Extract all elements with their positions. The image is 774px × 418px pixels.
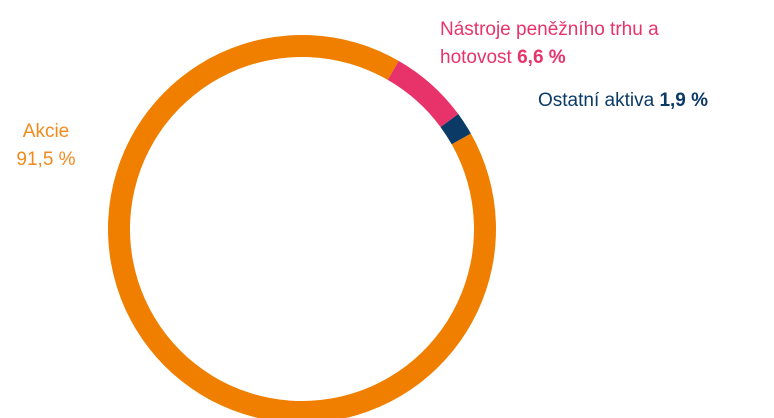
value-label: 91,5 % — [16, 149, 76, 170]
label-money-market: Nástroje peněžního trhu a hotovost 6,6 % — [440, 16, 670, 72]
value-label: 6,6 % — [517, 47, 566, 68]
label-other: Ostatní aktiva 1,9 % — [538, 87, 708, 115]
donut-segment — [440, 114, 471, 145]
category-label: Akcie — [22, 121, 70, 142]
label-akcie: Akcie 91,5 % — [0, 118, 92, 174]
value-label: 1,9 % — [659, 90, 709, 111]
donut-segment — [387, 60, 459, 128]
category-label: Ostatní aktiva — [538, 90, 655, 111]
category-label: Nástroje peněžního trhu a hotovost — [440, 19, 659, 68]
